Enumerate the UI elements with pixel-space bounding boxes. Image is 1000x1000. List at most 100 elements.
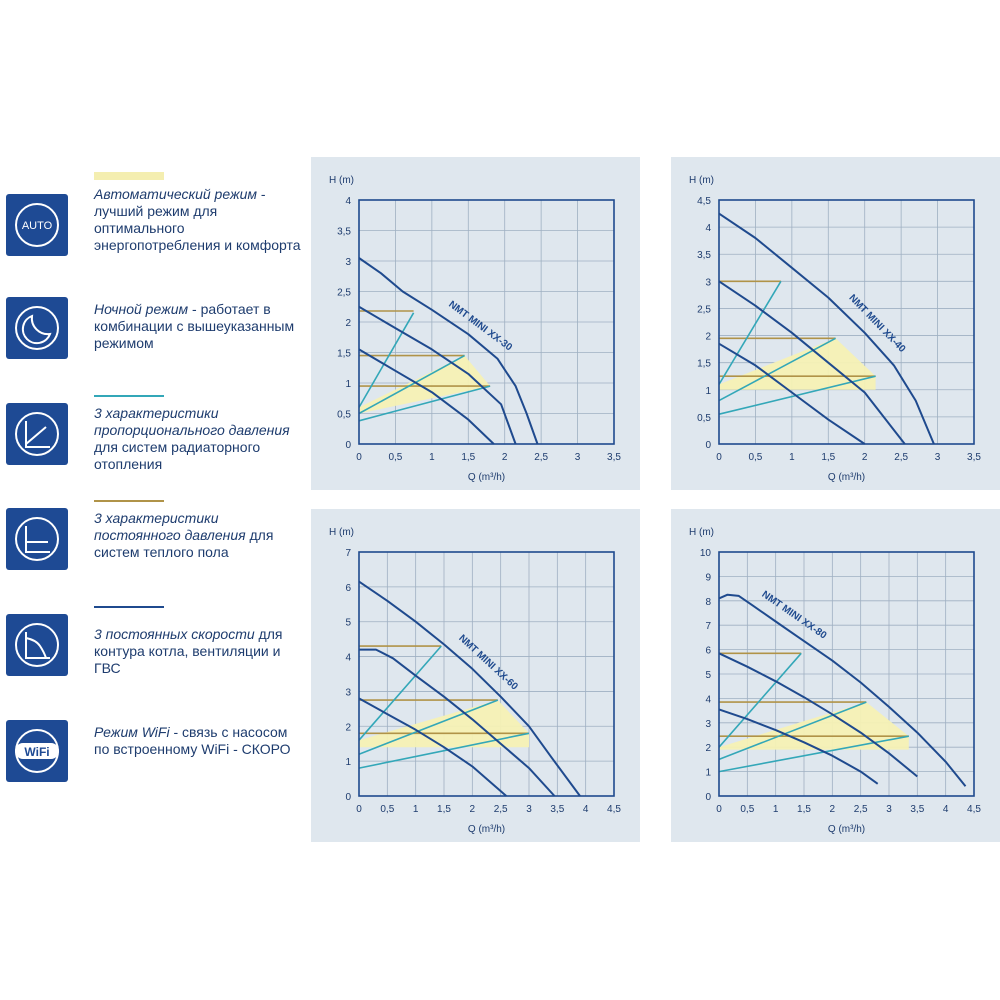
proportional-pressure-line (718, 375, 876, 415)
auto-icon-text: AUTO (22, 220, 53, 232)
x-axis-label: Q (m³/h) (468, 472, 505, 483)
speed-curve (358, 697, 507, 797)
constant-pressure-icon (6, 508, 68, 570)
x-tick-label: 1,5 (461, 452, 475, 463)
legend-row-constant: 3 характеристики постоянного давления дл… (6, 500, 306, 572)
y-tick-label: 7 (705, 621, 711, 632)
proportional-pressure-line (358, 732, 530, 769)
speed-mode-description: 3 постоянных скорости для контура котла,… (94, 626, 283, 676)
y-axis-label: H (m) (689, 175, 714, 186)
x-tick-label: 3 (935, 452, 941, 463)
proportional-pressure-line (718, 280, 782, 385)
y-tick-label: 0,5 (697, 413, 711, 424)
constant-speed-icon (6, 614, 68, 676)
legend-row-speed: 3 постоянных скорости для контура котла,… (6, 606, 306, 678)
y-axis-label: H (m) (329, 527, 354, 538)
y-axis-label: H (m) (329, 175, 354, 186)
proportional-pressure-icon (6, 403, 68, 465)
x-tick-label: 3,5 (607, 452, 621, 463)
x-tick-label: 0 (716, 452, 722, 463)
speed-curve (359, 648, 556, 797)
x-tick-label: 3 (575, 452, 581, 463)
x-tick-label: 2 (502, 452, 508, 463)
speed-curve (358, 305, 517, 445)
speed-curve (718, 280, 906, 445)
y-tick-label: 4,5 (697, 196, 711, 207)
plot-frame (358, 551, 615, 797)
y-tick-label: 8 (705, 597, 711, 608)
y-tick-label: 1,5 (337, 349, 351, 360)
wifi-icon-text: WiFi (24, 745, 49, 759)
x-tick-label: 4 (943, 804, 949, 815)
moon-icon (6, 297, 68, 359)
pump-curve-chart-xx40: 0 0,5 1 1,5 2 2,5 3 3,5 0 0,5 1 1,5 2 2,5 3 3,5 4 4,5 H (m… (689, 175, 981, 483)
x-tick-label: 1,5 (821, 452, 835, 463)
y-tick-label: 0 (705, 440, 711, 451)
y-tick-label: 4 (345, 653, 351, 664)
x-tick-label: 4,5 (967, 804, 981, 815)
x-tick-label: 1 (413, 804, 419, 815)
y-tick-label: 5 (345, 618, 351, 629)
y-tick-label: 2 (705, 332, 711, 343)
pump-curve-chart-xx80: 0 0,5 1 1,5 2 2,5 3 3,5 4 4,5 0 1 2 3 4 5 6 7 8 9 10 H (m) Q (… (689, 527, 981, 835)
speed-curve (358, 257, 539, 445)
y-tick-label: 2 (705, 743, 711, 754)
y-tick-label: 1 (705, 386, 711, 397)
x-tick-label: 2 (830, 804, 836, 815)
wifi-mode-description: Режим WiFi - связь с насосом по встроенн… (94, 724, 291, 757)
x-tick-label: 2 (862, 452, 868, 463)
y-tick-label: 2 (345, 318, 351, 329)
y-tick-label: 0 (345, 440, 351, 451)
x-tick-label: 1 (789, 452, 795, 463)
y-tick-label: 7 (345, 548, 351, 559)
speed-swatch (94, 606, 164, 608)
proportional-pressure-line (718, 735, 909, 773)
x-tick-label: 2,5 (894, 452, 908, 463)
night-mode-description: Ночной режим - работает в комбинации с в… (94, 301, 295, 351)
y-tick-label: 3 (345, 687, 351, 698)
y-tick-label: 1,5 (697, 359, 711, 370)
proportional-pressure-line (358, 312, 415, 408)
y-tick-label: 2 (345, 722, 351, 733)
proportional-swatch (94, 395, 164, 397)
y-tick-label: 2,5 (697, 304, 711, 315)
speed-curve (718, 593, 967, 787)
auto-icon: AUTO (6, 194, 68, 256)
y-tick-label: 10 (700, 548, 712, 559)
y-tick-label: 6 (705, 646, 711, 657)
auto-mode-area (359, 355, 491, 414)
auto-mode-swatch (94, 172, 164, 180)
proportional-pressure-line (718, 701, 867, 761)
chart-panel-xx40: 0 0,5 1 1,5 2 2,5 3 3,5 0 0,5 1 1,5 2 2,5 3 3,5 4 4,5 H (m… (671, 157, 1000, 490)
x-axis-label: Q (m³/h) (468, 824, 505, 835)
proportional-pressure-line (358, 385, 491, 422)
chart-panel-xx30: 0 0,5 1 1,5 2 2,5 3 3,5 0 0,5 1 1,5 2 2,5 3 3,5 4 H (m) Q … (311, 157, 640, 490)
proportional-pressure-line (358, 354, 465, 415)
constant-mode-description: 3 характеристики постоянного давления дл… (94, 510, 274, 560)
x-tick-label: 3 (526, 804, 532, 815)
x-tick-label: 2,5 (494, 804, 508, 815)
wifi-icon: WiFi (6, 720, 68, 782)
speed-curve (358, 580, 581, 797)
legend-row-night: Ночной режим - работает в комбинации с в… (6, 297, 306, 361)
x-tick-label: 0 (356, 452, 362, 463)
y-tick-label: 9 (705, 572, 711, 583)
x-tick-label: 3,5 (910, 804, 924, 815)
x-axis-label: Q (m³/h) (828, 824, 865, 835)
proportional-mode-description: 3 характеристики пропорционального давле… (94, 405, 290, 472)
y-tick-label: 0,5 (337, 410, 351, 421)
plot-frame (718, 199, 975, 445)
y-tick-label: 1 (345, 757, 351, 768)
speed-curve (718, 212, 935, 445)
y-tick-label: 0 (345, 792, 351, 803)
x-tick-label: 4 (583, 804, 589, 815)
x-tick-label: 3,5 (550, 804, 564, 815)
proportional-pressure-line (358, 699, 499, 755)
y-axis-label: H (m) (689, 527, 714, 538)
x-tick-label: 3,5 (967, 452, 981, 463)
y-tick-label: 5 (705, 670, 711, 681)
y-tick-label: 3,5 (697, 250, 711, 261)
pump-curve-chart-xx30: 0 0,5 1 1,5 2 2,5 3 3,5 0 0,5 1 1,5 2 2,5 3 3,5 4 H (m) Q … (329, 175, 621, 483)
x-tick-label: 1,5 (437, 804, 451, 815)
y-tick-label: 4 (705, 694, 711, 705)
